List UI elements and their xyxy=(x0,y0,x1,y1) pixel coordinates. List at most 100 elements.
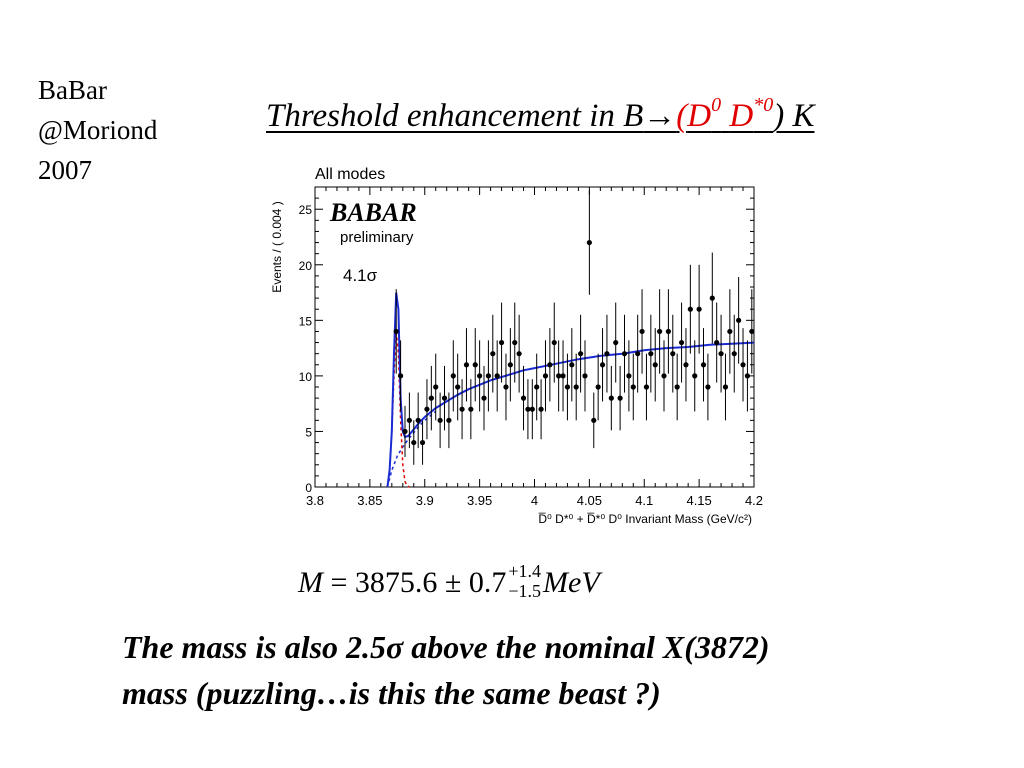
data-point xyxy=(683,362,689,368)
mass-symbol: M xyxy=(298,565,323,599)
syst-errors: +1.4 −1.5 xyxy=(508,561,541,601)
data-point xyxy=(586,239,592,246)
data-point xyxy=(463,362,470,368)
data-point xyxy=(547,362,553,368)
conclusion-line-2: mass (puzzling…is this the same beast ?) xyxy=(122,675,661,711)
plus-minus-sign: ± xyxy=(437,565,469,599)
data-point xyxy=(419,439,426,446)
y-axis-label: Events / ( 0.004 ) xyxy=(270,201,284,292)
data-point xyxy=(494,373,500,379)
stat-error: 0.7 xyxy=(468,565,507,599)
data-point xyxy=(582,373,588,379)
mass-spectrum-chart: All modes BABAR preliminary 4.1σ Events … xyxy=(262,155,772,535)
data-point xyxy=(643,384,650,390)
data-point xyxy=(718,351,724,357)
data-point xyxy=(687,306,693,312)
data-point xyxy=(446,417,452,423)
data-point xyxy=(648,351,654,357)
conclusion-line-1: The mass is also 2.5σ above the nominal … xyxy=(122,629,770,665)
data-point xyxy=(617,395,623,401)
data-point xyxy=(481,395,487,401)
data-point xyxy=(450,373,456,379)
data-point xyxy=(569,362,575,368)
data-point xyxy=(652,362,658,368)
y-tick-label: 15 xyxy=(299,314,313,328)
y-tick-label: 10 xyxy=(299,370,313,384)
data-point xyxy=(722,384,729,390)
data-point xyxy=(727,328,733,335)
data-point xyxy=(507,362,513,368)
data-point xyxy=(639,328,645,335)
syst-error-down: −1.5 xyxy=(508,581,542,601)
data-point xyxy=(542,373,549,379)
corner-note-line-3: 2007 xyxy=(38,155,92,185)
data-point xyxy=(556,373,562,379)
data-point xyxy=(402,428,408,435)
x-tick-label: 4.2 xyxy=(745,493,763,508)
corner-note: BaBar @Moriond 2007 xyxy=(38,70,157,190)
x-tick-label: 3.95 xyxy=(467,493,492,508)
data-point xyxy=(709,295,715,301)
mass-formula: M = 3875.6 ± 0.7 +1.4 −1.5 MeV xyxy=(298,561,600,605)
data-point xyxy=(573,384,579,390)
babar-logo: BABAR xyxy=(329,198,417,227)
data-point xyxy=(674,384,680,390)
title-open-paren: ( xyxy=(676,98,688,134)
data-point xyxy=(516,351,522,357)
y-tick-label: 5 xyxy=(305,425,312,439)
data-point xyxy=(621,351,628,357)
data-point xyxy=(577,351,584,357)
data-point xyxy=(714,339,720,346)
data-point xyxy=(455,384,461,390)
data-point xyxy=(437,417,443,423)
x-tick-label: 4.1 xyxy=(635,493,653,508)
data-point xyxy=(678,339,685,346)
x-axis-label: D̅⁰ D*⁰ + D̅*⁰ D⁰ Invariant Mass (GeV/c²… xyxy=(538,512,752,526)
data-point xyxy=(428,395,434,401)
data-point xyxy=(525,406,531,412)
corner-note-line-2: @Moriond xyxy=(38,115,158,145)
data-point xyxy=(665,328,671,335)
data-point xyxy=(657,328,663,335)
chart-title: All modes xyxy=(315,166,385,183)
data-point xyxy=(705,384,711,390)
data-point xyxy=(490,351,496,357)
mass-value: 3875.6 xyxy=(354,565,438,599)
data-point xyxy=(670,351,676,357)
equals-sign: = xyxy=(323,565,355,599)
data-point xyxy=(485,373,492,379)
y-tick-label: 25 xyxy=(299,203,313,217)
data-point xyxy=(608,395,614,401)
title-dstar: D*0 xyxy=(729,94,774,134)
data-point xyxy=(538,406,544,412)
data-point xyxy=(595,384,601,390)
corner-note-line-1: BaBar xyxy=(38,75,107,105)
syst-error-up: +1.4 xyxy=(508,561,542,581)
data-point xyxy=(551,339,557,346)
data-point xyxy=(700,362,707,368)
data-point xyxy=(661,373,667,379)
x-tick-label: 4.05 xyxy=(577,493,602,508)
data-point xyxy=(459,406,465,412)
preliminary-label: preliminary xyxy=(340,229,414,246)
data-point xyxy=(503,384,509,390)
data-point xyxy=(472,362,478,368)
data-point xyxy=(630,384,636,390)
data-point xyxy=(564,384,571,390)
significance-label: 4.1σ xyxy=(343,266,378,285)
title-prefix: Threshold enhancement in B xyxy=(266,98,644,134)
x-tick-label: 3.85 xyxy=(357,493,382,508)
y-tick-label: 0 xyxy=(305,481,312,495)
plot-area: 3.8 3.85 3.9 3.95 4 4.05 4.1 4.15 4.2 0 5 10 15 20 25 xyxy=(299,186,763,508)
data-point xyxy=(696,306,702,312)
title-suffix: ) K xyxy=(773,98,815,134)
data-point xyxy=(498,339,505,346)
data-point xyxy=(468,406,474,412)
data-point xyxy=(692,373,698,379)
data-point xyxy=(626,373,632,379)
x-tick-label: 4 xyxy=(531,493,538,508)
data-point xyxy=(411,439,417,446)
data-point xyxy=(529,406,535,412)
y-tick-label: 20 xyxy=(299,259,313,273)
data-point xyxy=(749,328,755,335)
